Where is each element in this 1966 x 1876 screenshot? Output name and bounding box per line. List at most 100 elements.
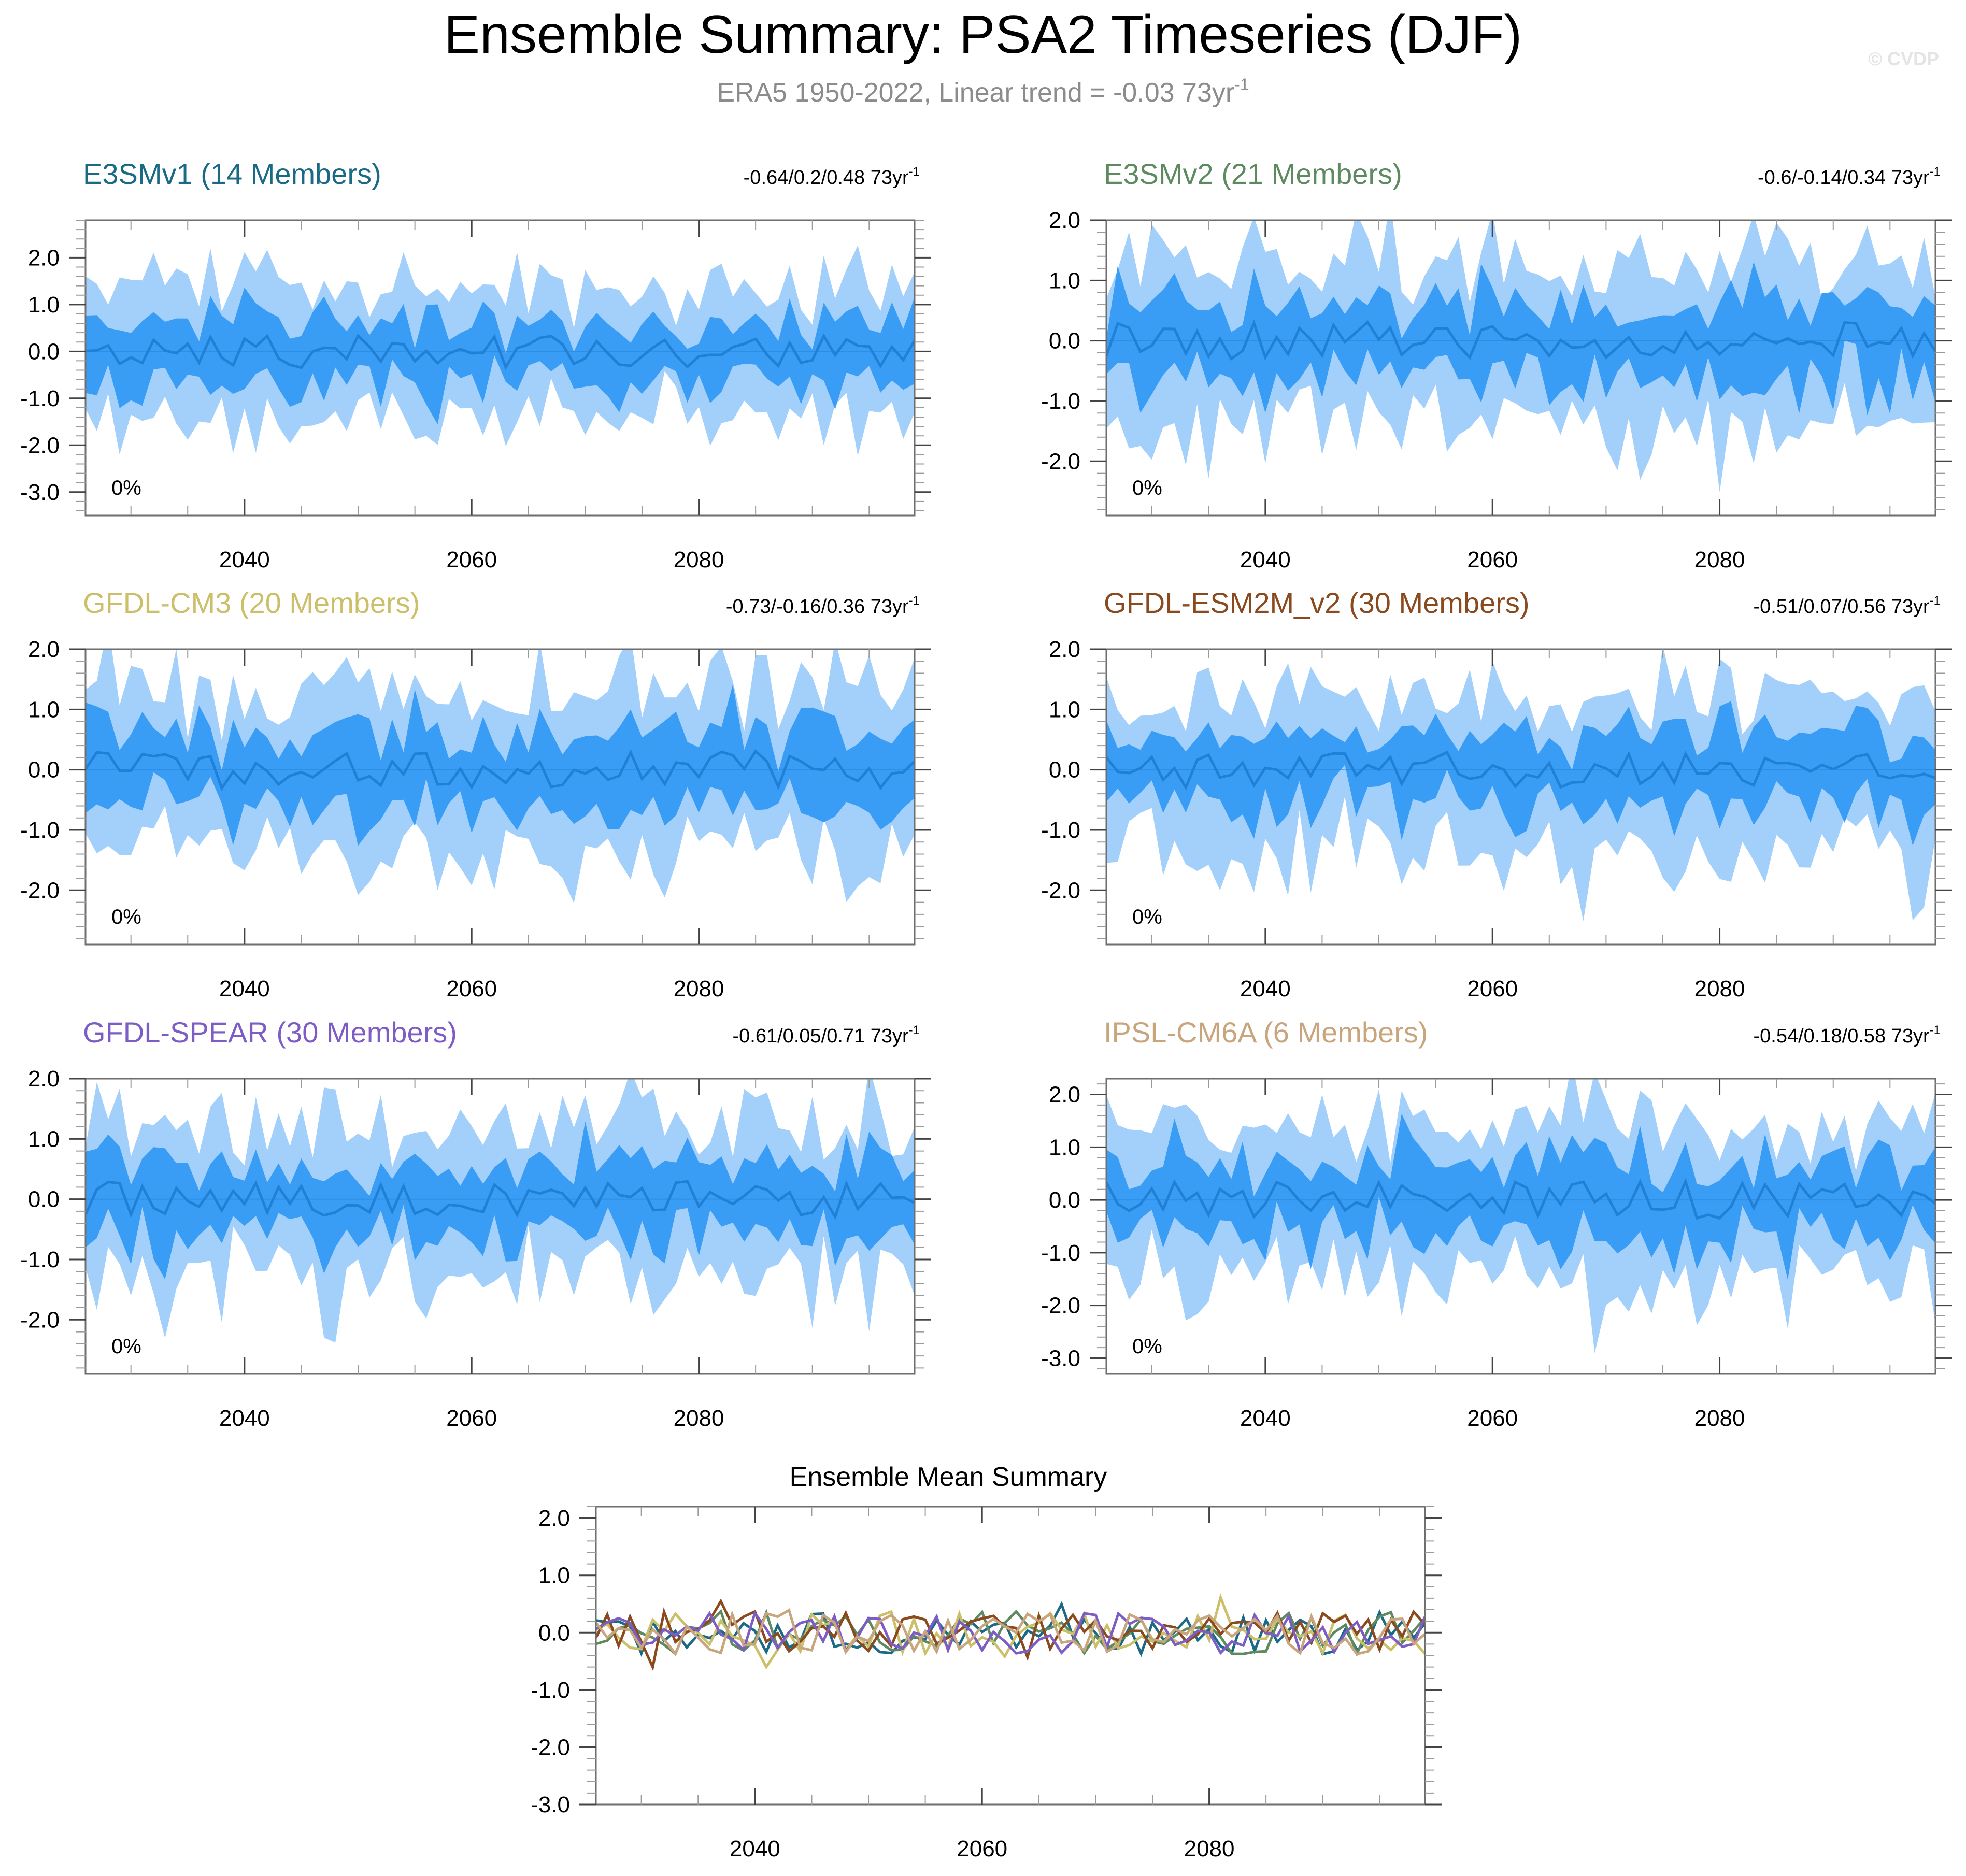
x-tick-label: 2080 bbox=[674, 976, 724, 1001]
y-tick-label: -1.0 bbox=[20, 818, 60, 843]
y-tick-label: 2.0 bbox=[28, 245, 60, 270]
y-tick-label: -2.0 bbox=[1041, 1293, 1080, 1319]
plot-area-ipsl-cm6a bbox=[1106, 1079, 1935, 1353]
y-tick-label: -1.0 bbox=[20, 386, 60, 411]
plot-area-gfdl-esm2m bbox=[1106, 649, 1935, 921]
x-tick-label: 2080 bbox=[1184, 1836, 1235, 1861]
trend-label-gfdl-spear: -0.61/0.05/0.71 73yr-1 bbox=[733, 1023, 920, 1047]
panels: -3.0 -2.0 -1.0 0.0 1.0 2.0 2040 2060 2080 E3SMv1 … bbox=[20, 157, 1952, 1861]
trend-label-e3smv2: -0.6/-0.14/0.34 73yr-1 bbox=[1758, 165, 1941, 189]
y-tick-label: 0.0 bbox=[1049, 757, 1080, 783]
y-tick-label: -1.0 bbox=[1041, 389, 1080, 414]
y-tick-label: -1.0 bbox=[531, 1678, 570, 1703]
x-tick-label: 2060 bbox=[957, 1836, 1007, 1861]
y-tick-label: -2.0 bbox=[20, 1307, 60, 1333]
trend-label-e3smv1: -0.64/0.2/0.48 73yr-1 bbox=[744, 165, 920, 189]
y-tick-label: 0.0 bbox=[538, 1620, 570, 1645]
panel-e3smv2: -2.0 -1.0 0.0 1.0 2.0 2040 2060 2080 E3SMv2 (21 … bbox=[1041, 157, 1952, 572]
y-tick-label: 0.0 bbox=[28, 1187, 60, 1212]
y-tick-label: -3.0 bbox=[1041, 1345, 1080, 1371]
ensemble-mean-line-gfdl-spear bbox=[86, 1180, 915, 1220]
inner-band-gfdl-cm3 bbox=[86, 684, 915, 846]
cvdp-watermark: © CVDP bbox=[1868, 48, 1939, 69]
y-tick-label: -3.0 bbox=[20, 480, 60, 505]
y-tick-label: 1.0 bbox=[28, 292, 60, 318]
x-tick-label: 2080 bbox=[1694, 1406, 1745, 1431]
figure-subtitle: ERA5 1950-2022, Linear trend = -0.03 73y… bbox=[717, 75, 1249, 108]
series-line-gfdl-spear bbox=[596, 1610, 1425, 1655]
panel-title-e3smv2: E3SMv2 (21 Members) bbox=[1104, 157, 1402, 190]
series-line-e3smv2 bbox=[596, 1609, 1425, 1657]
x-tick-label: 2040 bbox=[1240, 976, 1291, 1001]
frame-e3smv1 bbox=[84, 219, 916, 517]
percent-label-e3smv2: 0% bbox=[1132, 477, 1162, 499]
y-tick-label: 1.0 bbox=[538, 1563, 570, 1588]
x-tick-label: 2080 bbox=[674, 1406, 724, 1431]
frame-gfdl-esm2m bbox=[1105, 648, 1936, 946]
x-tick-label: 2060 bbox=[446, 1406, 497, 1431]
ensemble-mean-line-e3smv2 bbox=[1106, 319, 1935, 361]
inner-band-gfdl-esm2m bbox=[1106, 701, 1935, 846]
y-tick-label: 2.0 bbox=[1049, 1082, 1080, 1108]
ensemble-mean-line-gfdl-cm3 bbox=[86, 749, 915, 791]
y-tick-label: -1.0 bbox=[20, 1247, 60, 1272]
y-tick-label: 2.0 bbox=[538, 1506, 570, 1531]
panel-gfdl-esm2m: -2.0 -1.0 0.0 1.0 2.0 2040 2060 2080 GFDL-ESM2M_… bbox=[1041, 586, 1952, 1001]
trend-label-gfdl-cm3: -0.73/-0.16/0.36 73yr-1 bbox=[726, 594, 920, 618]
frame-ensemble-mean bbox=[595, 1506, 1426, 1806]
inner-band-e3smv1 bbox=[86, 287, 915, 424]
x-tick-label: 2040 bbox=[1240, 1406, 1291, 1431]
y-tick-label: 1.0 bbox=[1049, 268, 1080, 293]
y-tick-label: -3.0 bbox=[531, 1792, 570, 1817]
y-tick-label: -2.0 bbox=[1041, 449, 1080, 474]
x-tick-label: 2080 bbox=[1694, 547, 1745, 572]
ensemble-mean-line-e3smv1 bbox=[86, 333, 915, 370]
x-tick-label: 2080 bbox=[674, 547, 724, 572]
figure-subtitle-text: ERA5 1950-2022, Linear trend = -0.03 73y… bbox=[717, 78, 1234, 108]
x-tick-label: 2040 bbox=[219, 1406, 270, 1431]
plot-area-gfdl-cm3 bbox=[86, 649, 915, 904]
y-tick-label: 1.0 bbox=[1049, 697, 1080, 722]
y-tick-label: 1.0 bbox=[1049, 1135, 1080, 1160]
percent-label-e3smv1: 0% bbox=[111, 477, 141, 499]
frame-ipsl-cm6a bbox=[1105, 1078, 1936, 1375]
y-tick-label: 0.0 bbox=[1049, 1187, 1080, 1213]
panel-title-e3smv1: E3SMv1 (14 Members) bbox=[83, 157, 381, 190]
y-tick-label: -1.0 bbox=[1041, 818, 1080, 843]
frame-gfdl-spear bbox=[84, 1078, 916, 1375]
trend-label-gfdl-esm2m: -0.51/0.07/0.56 73yr-1 bbox=[1754, 594, 1941, 618]
x-tick-label: 2040 bbox=[219, 976, 270, 1001]
x-tick-label: 2040 bbox=[219, 547, 270, 572]
frame-e3smv2 bbox=[1105, 219, 1936, 517]
x-tick-label: 2060 bbox=[446, 547, 497, 572]
percent-label-gfdl-spear: 0% bbox=[111, 1335, 141, 1358]
figure-subtitle-sup: -1 bbox=[1234, 75, 1249, 94]
y-tick-label: -1.0 bbox=[1041, 1240, 1080, 1266]
y-tick-label: 2.0 bbox=[1049, 208, 1080, 233]
panel-title-ipsl-cm6a: IPSL-CM6A (6 Members) bbox=[1104, 1016, 1428, 1049]
y-tick-label: 1.0 bbox=[28, 697, 60, 722]
y-tick-label: -2.0 bbox=[20, 878, 60, 903]
x-tick-label: 2040 bbox=[730, 1836, 780, 1861]
panel-ipsl-cm6a: -3.0 -2.0 -1.0 0.0 1.0 2.0 2040 2060 2080 IPSL-CM… bbox=[1041, 1016, 1952, 1431]
x-tick-label: 2040 bbox=[1240, 547, 1291, 572]
plot-area-ensemble-mean bbox=[596, 1593, 1425, 1671]
x-tick-label: 2060 bbox=[1467, 976, 1518, 1001]
percent-label-gfdl-cm3: 0% bbox=[111, 906, 141, 928]
plot-area-gfdl-spear bbox=[86, 1079, 915, 1343]
panel-gfdl-cm3: -2.0 -1.0 0.0 1.0 2.0 2040 2060 2080 GFDL-CM3 (2… bbox=[20, 586, 931, 1001]
plot-area-e3smv1 bbox=[86, 245, 915, 456]
y-tick-label: 2.0 bbox=[28, 637, 60, 662]
x-tick-label: 2060 bbox=[1467, 547, 1518, 572]
y-tick-label: 0.0 bbox=[1049, 328, 1080, 354]
y-tick-label: -2.0 bbox=[1041, 878, 1080, 903]
percent-label-gfdl-esm2m: 0% bbox=[1132, 906, 1162, 928]
panel-title-gfdl-esm2m: GFDL-ESM2M_v2 (30 Members) bbox=[1104, 586, 1530, 619]
trend-label-ipsl-cm6a: -0.54/0.18/0.58 73yr-1 bbox=[1754, 1023, 1941, 1047]
y-tick-label: -2.0 bbox=[20, 433, 60, 458]
y-tick-label: 0.0 bbox=[28, 339, 60, 364]
series-line-ipsl-cm6a bbox=[596, 1608, 1425, 1657]
panel-ensemble-mean: -3.0 -2.0 -1.0 0.0 1.0 2.0 2040 2060 2080 Ensembl… bbox=[531, 1462, 1442, 1861]
y-tick-label: 0.0 bbox=[28, 757, 60, 783]
